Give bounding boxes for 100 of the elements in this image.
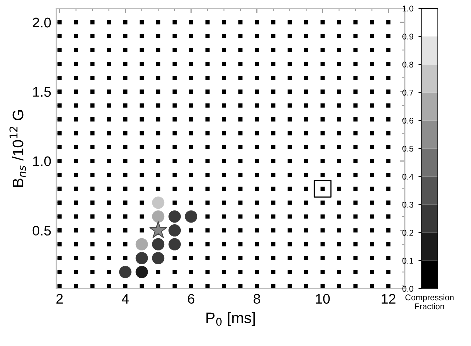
point — [222, 34, 226, 38]
point — [90, 34, 95, 38]
point — [370, 159, 374, 164]
point — [222, 145, 226, 150]
point — [288, 104, 292, 108]
point — [74, 270, 78, 274]
point — [255, 90, 260, 94]
point — [255, 173, 260, 178]
point — [172, 145, 177, 150]
point — [288, 186, 292, 192]
color-bar-label: 0.1 — [402, 258, 414, 264]
point — [238, 34, 243, 38]
y-tick-label: 0.5 — [32, 226, 52, 236]
point — [255, 270, 260, 274]
x-tick-label: 4 — [122, 294, 130, 304]
point — [156, 48, 161, 52]
point — [370, 76, 374, 80]
point — [156, 118, 161, 122]
point — [140, 145, 144, 150]
point — [189, 34, 194, 38]
point — [90, 159, 95, 164]
point — [320, 62, 325, 66]
point — [189, 186, 194, 192]
point — [74, 76, 78, 80]
point — [172, 118, 177, 122]
point — [222, 186, 226, 192]
point — [337, 62, 342, 66]
point — [337, 242, 342, 247]
x-tick-label: 12 — [382, 294, 396, 304]
point — [304, 200, 308, 205]
point — [386, 173, 391, 178]
point — [90, 104, 95, 108]
point — [74, 20, 78, 25]
point — [140, 131, 144, 136]
point — [90, 214, 95, 219]
color-bar-label: 0.7 — [402, 90, 414, 96]
y-tick-label: 1.5 — [33, 87, 52, 98]
point — [189, 270, 194, 274]
point — [156, 186, 161, 192]
point — [370, 173, 374, 178]
point — [304, 118, 308, 122]
color-bar-label: 1.0 — [402, 6, 414, 12]
point — [156, 104, 161, 108]
point — [288, 118, 292, 122]
x-tick-label: 8 — [254, 294, 260, 304]
point — [304, 256, 308, 260]
point — [189, 20, 194, 25]
point — [271, 90, 276, 94]
point — [222, 173, 226, 178]
point — [107, 145, 112, 150]
point — [354, 214, 358, 219]
y-axis-title: B$_{ns}$ /10$^{12}$ G — [10, 110, 26, 188]
point — [156, 131, 161, 136]
color-bar-label: 0.8 — [402, 62, 414, 68]
point — [288, 131, 292, 136]
point — [271, 76, 276, 80]
point — [271, 228, 276, 233]
point — [370, 104, 374, 108]
point — [222, 104, 226, 108]
point — [304, 76, 308, 80]
point — [304, 20, 308, 25]
point — [140, 228, 144, 233]
point — [370, 256, 374, 260]
point — [288, 214, 292, 219]
point — [172, 20, 177, 25]
point — [107, 118, 112, 122]
point — [107, 256, 112, 260]
point — [354, 20, 358, 25]
point — [172, 90, 177, 94]
point — [172, 186, 177, 192]
point — [354, 118, 358, 122]
point — [288, 62, 292, 66]
point — [222, 62, 226, 66]
point — [140, 76, 144, 80]
point — [222, 20, 226, 25]
point — [271, 145, 276, 150]
point — [255, 118, 260, 122]
point — [238, 118, 243, 122]
point — [206, 228, 210, 233]
point — [107, 200, 112, 205]
x-tick-label: 6 — [188, 294, 195, 304]
point — [370, 48, 374, 52]
point — [206, 118, 210, 122]
point — [320, 90, 325, 94]
point — [238, 214, 243, 219]
point — [90, 256, 95, 260]
point — [189, 118, 194, 122]
point — [123, 34, 128, 38]
point — [74, 159, 78, 164]
point — [337, 186, 342, 192]
point — [172, 76, 177, 80]
point — [238, 242, 243, 247]
point — [206, 104, 210, 108]
point — [354, 76, 358, 80]
point — [320, 34, 325, 38]
point — [189, 131, 194, 136]
color-bar-label: 0.2 — [402, 230, 414, 236]
point — [189, 90, 194, 94]
color-bar-label: 0.4 — [402, 174, 414, 180]
point — [238, 159, 243, 164]
